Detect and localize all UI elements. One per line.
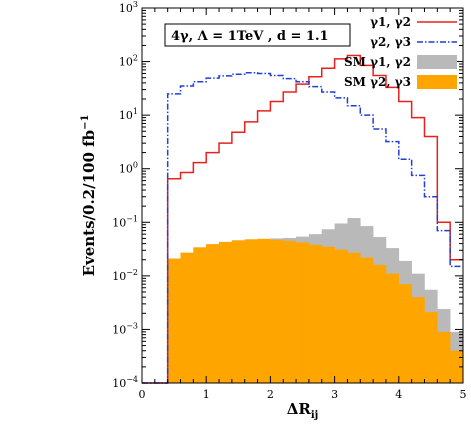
histogram-bar — [180, 252, 194, 383]
histogram-bar — [450, 350, 464, 383]
y-tick-label: 10−1 — [112, 214, 138, 229]
y-tick-label: 101 — [119, 107, 138, 122]
y-tick-label: 10−3 — [112, 321, 138, 336]
legend-label: SM γ2, γ3 — [344, 75, 411, 89]
series-layer — [142, 54, 464, 384]
histogram-bar — [321, 246, 335, 383]
y-tick-label: 10−2 — [112, 268, 138, 283]
histogram-bar — [334, 249, 348, 383]
legend: γ1, γ2 γ2, γ3 SM γ1, γ2 SM γ2, γ3 — [344, 15, 457, 89]
legend-item: γ1, γ2 — [370, 15, 457, 29]
histogram-bar — [231, 240, 246, 383]
x-tick-label: 3 — [331, 388, 338, 401]
histogram-bar — [167, 258, 181, 383]
x-tick-label: 0 — [139, 388, 146, 401]
y-axis-title: Events/0.2/100 fb−1 — [80, 115, 98, 277]
legend-item: SM γ2, γ3 — [344, 75, 457, 89]
y-tick-label: 10−4 — [112, 375, 138, 390]
histogram-bar — [411, 297, 425, 383]
x-tick-label: 1 — [203, 388, 210, 401]
y-tick-label: 102 — [119, 54, 138, 69]
histogram-bar — [398, 284, 412, 383]
histogram-bar — [373, 264, 387, 383]
x-tick-label: 2 — [267, 388, 274, 401]
histogram-bar — [193, 247, 207, 383]
legend-item: γ2, γ3 — [370, 35, 457, 49]
legend-label: γ2, γ3 — [370, 35, 411, 49]
plot-frame — [141, 7, 464, 384]
series-line — [142, 54, 463, 384]
series-sm-2-3 — [167, 238, 464, 383]
y-tick-label: 103 — [119, 0, 138, 15]
histogram-bar — [206, 244, 220, 383]
legend-label: γ1, γ2 — [370, 15, 411, 29]
histogram-bar — [424, 312, 438, 383]
series-line — [142, 71, 463, 384]
histogram-bar — [347, 252, 361, 383]
x-tick-label: 5 — [460, 388, 467, 401]
x-axis-title: ΔRij — [287, 400, 319, 421]
histogram-bar — [283, 240, 297, 383]
x-tick-label: 4 — [395, 388, 402, 401]
annotation-text: 4γ, Λ = 1TeV , d = 1.1 — [171, 29, 329, 44]
annotation-box: 4γ, Λ = 1TeV , d = 1.1 — [164, 23, 351, 47]
y-tick-label: 100 — [119, 161, 138, 176]
legend-swatch — [417, 55, 457, 69]
labels-layer: 0 1 2 3 4 5 10−4 10−3 10−2 10−1 100 101 102 103 — [112, 0, 466, 401]
legend-item: SM γ1, γ2 — [344, 55, 457, 69]
histogram-bar — [296, 242, 310, 383]
legend-swatch — [417, 75, 457, 89]
legend-label: SM γ1, γ2 — [344, 55, 411, 69]
histogram-bar — [360, 257, 374, 383]
histogram-bar — [244, 239, 258, 383]
ticks-layer — [141, 7, 464, 384]
histogram-bar — [308, 244, 323, 383]
histogram-bar — [385, 273, 400, 383]
histogram-bar — [270, 239, 284, 383]
histogram-bar — [257, 238, 271, 383]
histogram-bar — [437, 331, 451, 383]
histogram-bar — [219, 241, 233, 383]
